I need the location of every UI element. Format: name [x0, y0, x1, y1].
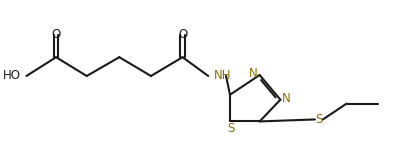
- Text: NH: NH: [214, 70, 232, 82]
- Text: S: S: [227, 122, 235, 135]
- Text: HO: HO: [2, 70, 21, 82]
- Text: O: O: [178, 28, 187, 41]
- Text: N: N: [249, 67, 258, 81]
- Text: O: O: [51, 28, 61, 41]
- Text: S: S: [315, 113, 323, 126]
- Text: N: N: [282, 92, 291, 105]
